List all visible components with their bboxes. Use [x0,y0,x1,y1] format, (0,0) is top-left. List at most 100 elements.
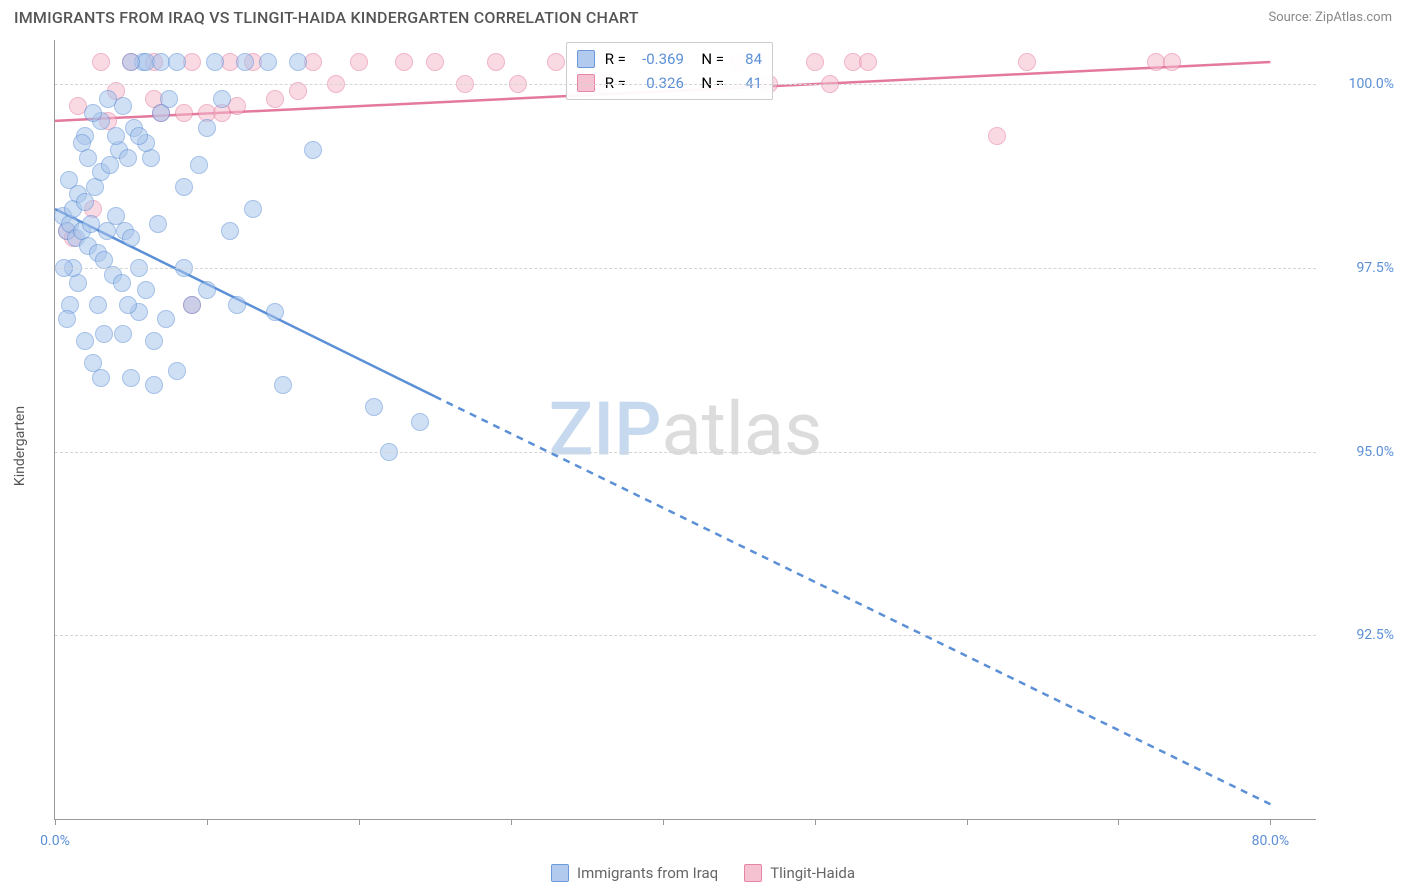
scatter-point [134,53,152,71]
scatter-point [304,141,322,159]
scatter-point [92,369,110,387]
xtick [663,819,664,825]
scatter-point [69,97,87,115]
r-label: R = [605,71,626,95]
scatter-point [89,244,107,262]
ytick-label: 95.0% [1324,444,1394,460]
scatter-point [168,53,186,71]
xtick [511,819,512,825]
scatter-point [1147,53,1165,71]
scatter-point [274,376,292,394]
scatter-point [86,178,104,196]
scatter-points-layer [55,40,1316,819]
scatter-point [213,104,231,122]
info-row-th: R = 0.326 N = 41 [577,71,762,95]
scatter-point [114,97,132,115]
scatter-point [221,222,239,240]
scatter-point [145,376,163,394]
swatch-iraq [577,50,595,68]
scatter-point [547,53,565,71]
scatter-point [54,207,72,225]
scatter-point [198,119,216,137]
scatter-point [119,149,137,167]
scatter-point [67,229,85,247]
scatter-point [304,53,322,71]
scatter-point [113,274,131,292]
n-label: N = [694,47,724,71]
scatter-point [365,398,383,416]
scatter-point [84,354,102,372]
scatter-point [152,53,170,71]
scatter-point [92,163,110,181]
scatter-point [116,222,134,240]
scatter-point [84,200,102,218]
scatter-point [175,178,193,196]
xtick [1270,819,1271,825]
scatter-point [350,53,368,71]
scatter-point [289,82,307,100]
scatter-point [149,215,167,233]
scatter-point [107,207,125,225]
scatter-point [64,200,82,218]
xtick [55,819,56,825]
legend-item-th: Tlingit-Haida [744,864,855,882]
scatter-point [99,90,117,108]
scatter-point [142,149,160,167]
chart-header: IMMIGRANTS FROM IRAQ VS TLINGIT-HAIDA KI… [0,0,1406,33]
scatter-point [122,369,140,387]
scatter-point [259,53,277,71]
scatter-point [76,332,94,350]
xtick [1118,819,1119,825]
scatter-point [104,266,122,284]
scatter-point [125,119,143,137]
scatter-point [859,53,877,71]
scatter-point [145,53,163,71]
swatch-th [577,74,595,92]
scatter-point [122,53,140,71]
scatter-point [266,90,284,108]
scatter-point [137,53,155,71]
scatter-point [73,134,91,152]
chart-plot-area: ZIPatlas R = -0.369 N = 84 R = 0.326 N =… [54,40,1316,820]
xtick [967,819,968,825]
scatter-point [183,53,201,71]
scatter-point [1163,53,1181,71]
n-label: N = [694,71,724,95]
gridline [55,635,1316,636]
scatter-point [198,104,216,122]
n-value-th: 41 [734,71,762,95]
scatter-point [152,104,170,122]
scatter-point [61,296,79,314]
scatter-point [152,104,170,122]
bottom-legend: Immigrants from Iraq Tlingit-Haida [0,864,1406,882]
ytick-label: 97.5% [1324,260,1394,276]
scatter-point [236,53,254,71]
scatter-point [244,53,262,71]
scatter-point [213,90,231,108]
scatter-point [99,112,117,130]
scatter-point [82,215,100,233]
scatter-point [157,310,175,328]
scatter-point [89,296,107,314]
scatter-point [98,222,116,240]
scatter-point [92,112,110,130]
scatter-point [426,53,444,71]
scatter-point [988,127,1006,145]
scatter-point [110,141,128,159]
scatter-point [119,296,137,314]
xtick-label: 80.0% [1252,833,1290,849]
scatter-point [160,90,178,108]
r-label: R = [605,47,626,71]
ytick-label: 100.0% [1324,76,1394,92]
scatter-point [122,229,140,247]
xtick [359,819,360,825]
xtick [207,819,208,825]
r-value-iraq: -0.369 [636,47,684,71]
legend-swatch-th [744,864,762,882]
correlation-info-box: R = -0.369 N = 84 R = 0.326 N = 41 [566,42,773,100]
scatter-point [130,127,148,145]
scatter-point [244,200,262,218]
scatter-point [266,303,284,321]
scatter-point [69,274,87,292]
scatter-point [107,127,125,145]
